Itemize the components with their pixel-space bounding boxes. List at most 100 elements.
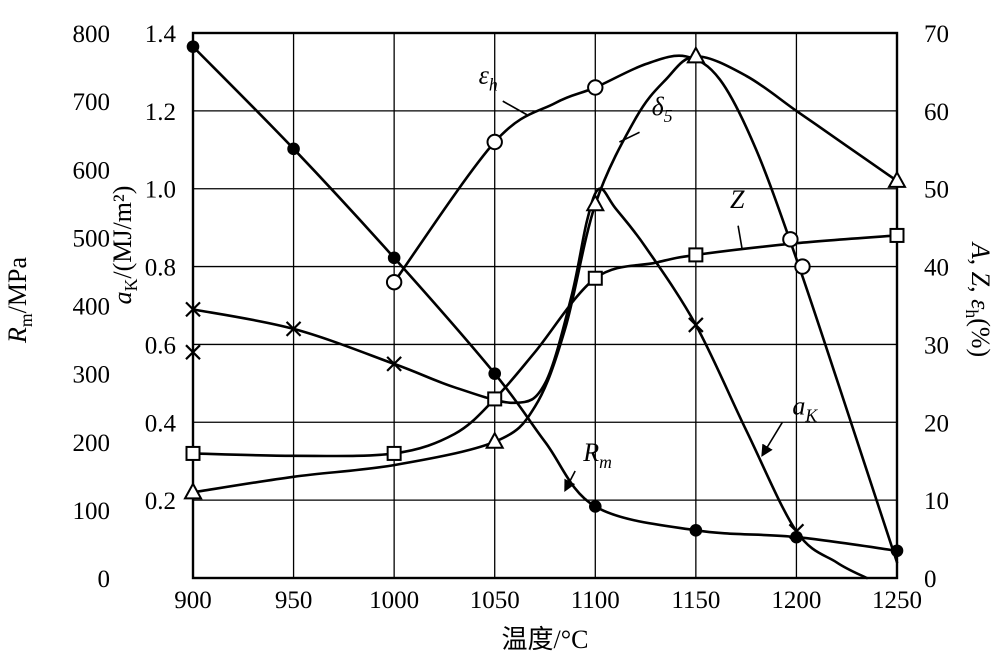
right-axis-title-rest: (%) (966, 318, 992, 357)
right-tick-label: 70 (924, 21, 949, 48)
curve-label-var: δ (652, 92, 665, 121)
rm-tick-label: 400 (73, 294, 111, 321)
annotation-leader (737, 225, 743, 250)
curve-label-sub: h (489, 75, 498, 95)
open-square-marker (487, 391, 503, 407)
right-tick-label: 0 (924, 566, 937, 593)
filled-circle-marker (588, 500, 602, 513)
curve-label-var: ε (479, 61, 490, 90)
x-tick-label: 1050 (470, 587, 520, 614)
rm-tick-label: 200 (73, 430, 111, 457)
ak-tick-label: 1.0 (145, 177, 176, 204)
open-circle-marker (794, 258, 811, 275)
filled-circle-marker (488, 367, 502, 380)
ak-axis-tick-labels: 1.4 1.2 1.0 0.8 0.6 0.4 0.2 (145, 21, 177, 515)
plot-border (191, 31, 899, 580)
curve-label-Rm: Rm (582, 438, 612, 472)
ak-axis-title-sub: K (121, 278, 141, 291)
annotation-arrow (564, 470, 576, 493)
filled-circle-marker (689, 524, 703, 537)
curve-label-εh: εh (479, 61, 498, 95)
annotation-leader (619, 131, 640, 143)
rm-tick-label: 800 (73, 21, 111, 48)
ak-tick-label: 0.6 (145, 332, 176, 359)
curve-δ5 (191, 55, 899, 494)
rm-tick-label: 100 (73, 498, 111, 525)
curve-label-aK: aK (792, 392, 818, 426)
open-square-marker (688, 247, 704, 263)
filled-circle-marker (186, 40, 200, 53)
curve-label-δ5: δ5 (652, 92, 673, 126)
curve-label-sub: 5 (664, 106, 673, 126)
right-tick-label: 10 (924, 488, 949, 515)
right-axis-tick-labels: 70 60 50 40 30 20 10 0 (924, 21, 949, 593)
rm-tick-label: 600 (73, 157, 111, 184)
x-axis-tick-labels: 900 950 1000 1050 1100 1150 1200 1250 (174, 587, 922, 614)
curve-labels: εh δ5 ZaK Rm (479, 61, 818, 493)
curve-Rm (191, 45, 899, 553)
curve-label-var: Z (730, 185, 745, 214)
x-cross-marker (386, 356, 402, 372)
x-tick-label: 1200 (771, 587, 821, 614)
ak-tick-label: 0.2 (145, 488, 176, 515)
open-circle-marker (486, 133, 503, 151)
x-tick-label: 950 (275, 587, 313, 614)
ak-tick-label: 0.4 (145, 410, 177, 437)
rm-tick-label: 300 (73, 362, 111, 389)
ak-tick-label: 0.8 (145, 255, 176, 282)
open-triangle-marker (686, 45, 706, 64)
rm-axis-title-var: R (3, 327, 32, 344)
filled-circle-marker (890, 544, 904, 558)
right-tick-label: 60 (924, 99, 949, 126)
annotation-arrow (761, 421, 784, 457)
right-axis-title-pre: A, Z, (966, 241, 992, 299)
right-tick-label: 50 (924, 177, 949, 204)
curve-label-var: a (792, 392, 805, 421)
right-tick-label: 30 (924, 332, 949, 359)
right-axis-title: A, Z, εh(%) (962, 241, 992, 357)
x-tick-label: 1250 (872, 587, 922, 614)
x-cross-marker (185, 344, 201, 360)
ak-axis-title-rest: /(MJ/m²) (108, 186, 137, 279)
annotation-leader (502, 100, 528, 116)
open-circle-marker (385, 273, 403, 291)
x-tick-label: 900 (174, 587, 212, 614)
rm-tick-label: 0 (98, 566, 111, 593)
curve-label-var: R (582, 438, 599, 467)
open-circle-marker (782, 231, 799, 248)
x-cross-marker (185, 301, 201, 318)
ak-tick-label: 1.2 (145, 99, 176, 126)
curve-label-sub: K (804, 406, 818, 426)
rm-tick-label: 500 (73, 225, 111, 252)
open-triangle-marker (887, 170, 907, 188)
rm-axis-tick-labels: 800 700 600 500 400 300 200 100 0 (73, 21, 111, 593)
open-triangle-marker (183, 481, 203, 500)
right-tick-label: 40 (924, 255, 949, 282)
right-axis-title-sub: h (962, 309, 982, 318)
x-cross-marker (285, 321, 302, 337)
ak-tick-label: 1.4 (145, 21, 177, 48)
rm-axis-title-rest: /MPa (3, 257, 32, 314)
data-series (183, 40, 907, 580)
x-axis-title-text: 温度/°C (502, 625, 589, 654)
ak-axis-title-var: a (108, 291, 137, 304)
grid-lines (193, 33, 897, 578)
open-square-marker (185, 445, 201, 461)
rm-tick-label: 700 (73, 89, 111, 116)
rm-axis-title: Rm/MPa (3, 257, 36, 344)
curve-εh (392, 54, 899, 564)
open-square-marker (889, 227, 905, 243)
right-axis-title-var: ε (966, 299, 992, 310)
x-tick-label: 1100 (571, 587, 620, 614)
ak-axis-title: aK/(MJ/m²) (108, 186, 141, 305)
filled-circle-marker (387, 251, 401, 265)
open-square-marker (386, 445, 402, 461)
x-tick-label: 1000 (369, 587, 419, 614)
rm-axis-title-sub: m (16, 313, 36, 327)
curve-label-sub: m (599, 452, 612, 472)
x-axis-title: 温度/°C (502, 625, 589, 654)
curve-Z (191, 234, 899, 458)
curve-label-Z: Z (730, 185, 745, 214)
